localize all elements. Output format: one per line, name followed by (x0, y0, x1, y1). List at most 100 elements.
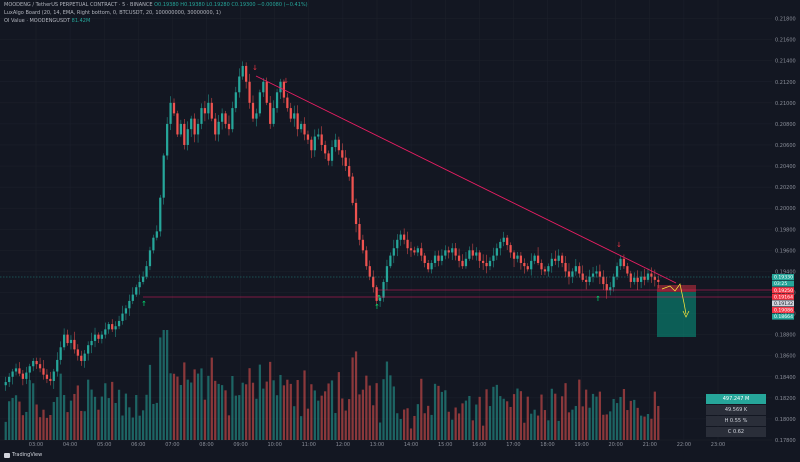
volume-bar (169, 373, 172, 440)
candle-body (554, 258, 557, 261)
volume-bar (100, 396, 104, 440)
volume-bar (310, 384, 313, 440)
volume-bar (320, 395, 323, 440)
candle-body (344, 157, 347, 167)
time-tick-label: 11:00 (302, 442, 316, 448)
volume-bar (358, 394, 361, 440)
candle-body (245, 65, 248, 82)
volume-bar (148, 364, 152, 440)
candle-body (152, 237, 155, 251)
candle-body (207, 102, 210, 114)
candle-body (25, 372, 28, 379)
volume-bar (413, 415, 416, 440)
candle-body (203, 108, 207, 114)
volume-bar (337, 372, 340, 440)
candle-body (80, 355, 83, 361)
time-tick-label: 18:00 (540, 442, 554, 448)
volume-bar (533, 409, 536, 440)
volume-bar (141, 410, 145, 440)
candle-body (499, 241, 502, 249)
candle-body (299, 123, 303, 130)
volume-bar (609, 411, 612, 440)
candle-body (636, 277, 639, 282)
candle-body (626, 266, 629, 274)
volume-bar (485, 389, 488, 440)
volume-bar (327, 383, 330, 440)
candle-body (35, 360, 38, 365)
volume-bar (324, 391, 327, 440)
candle-body (38, 364, 42, 369)
price-axis[interactable]: 0.21800 0.21600 0.21400 0.21200 0.21000 0.208… (775, 17, 796, 444)
candle-body (334, 139, 337, 148)
candle-body (124, 308, 128, 314)
volume-bar (275, 395, 279, 440)
volume-bar (303, 370, 306, 440)
volume-bar (574, 405, 577, 440)
candle-body (100, 334, 104, 339)
time-tick-label: 17:00 (506, 442, 520, 448)
volume-bar (516, 388, 519, 440)
volume-bar (255, 398, 258, 440)
tradingview-logo[interactable]: TradingView (4, 452, 42, 458)
volume-bar (351, 357, 354, 440)
oi-line[interactable]: OI Value · MOODENGUSDT 81.42M (4, 18, 91, 24)
volume-bar (567, 412, 571, 440)
candle-body (162, 155, 165, 198)
volume-bar (272, 380, 275, 440)
candle-body (564, 262, 567, 272)
board-row: 49.569 K (706, 405, 766, 415)
candle-body (574, 266, 577, 272)
time-axis[interactable]: 03:00 04:00 05:00 06:00 07:00 08:00 09:00 10:00… (29, 442, 725, 448)
volume-bar (530, 413, 533, 440)
volume-bar (145, 394, 148, 440)
volume-bar (378, 422, 382, 440)
volume-bar (69, 400, 73, 440)
volume-bar (464, 400, 468, 440)
volume-bar (334, 413, 337, 440)
price-tick-label: 0.21000 (775, 101, 796, 107)
candle-body (69, 339, 73, 344)
candle-body (293, 113, 296, 119)
candle-body (612, 276, 615, 288)
price-tick-label: 0.20400 (775, 164, 796, 170)
up-arrow-marker: ↑ (376, 294, 382, 302)
volume-bar (543, 410, 547, 440)
candle-body (83, 353, 86, 361)
volume-bar (564, 383, 567, 440)
candle-body (303, 123, 306, 135)
candle-body (176, 113, 179, 135)
volume-bar (200, 368, 203, 440)
volume-bar (245, 384, 248, 440)
luxalgo-board: 497.247 M 49.569 K H 0.55 % C 0.62 (706, 394, 766, 438)
candle-body (399, 234, 402, 240)
candle-body (639, 276, 643, 282)
candle-body (265, 81, 268, 103)
candle-body (482, 260, 485, 263)
volume-bar (135, 395, 138, 440)
candle-body (457, 255, 461, 261)
candle-body (372, 276, 375, 288)
volume-bar (536, 415, 540, 440)
candle-body (622, 258, 626, 267)
time-tick-label: 05:00 (97, 442, 111, 448)
tradingview-icon (4, 452, 10, 458)
volume-bar (571, 409, 574, 440)
price-tag (772, 280, 794, 287)
volume-bar (138, 415, 141, 440)
price-tick-label: 0.19800 (775, 227, 796, 233)
price-tag-text: 0.19164 (774, 294, 793, 300)
candle-body (416, 248, 419, 253)
candle-body (519, 255, 523, 263)
volume-bar (492, 386, 495, 440)
symbol-line[interactable]: MOODENG / TetherUS PERPETUAL CONTRACT · … (4, 2, 308, 8)
volume-bar (214, 380, 217, 440)
indicator-line[interactable]: LuxAlgo Board (20, 14, EMA, Right bottom… (4, 10, 221, 16)
price-tag-text: 03:25 (774, 281, 787, 287)
volume-bar (265, 381, 268, 440)
volume-bar (8, 401, 11, 440)
candle-body (509, 245, 512, 253)
time-tick-label: 04:00 (63, 442, 77, 448)
time-tick-label: 19:00 (574, 442, 588, 448)
